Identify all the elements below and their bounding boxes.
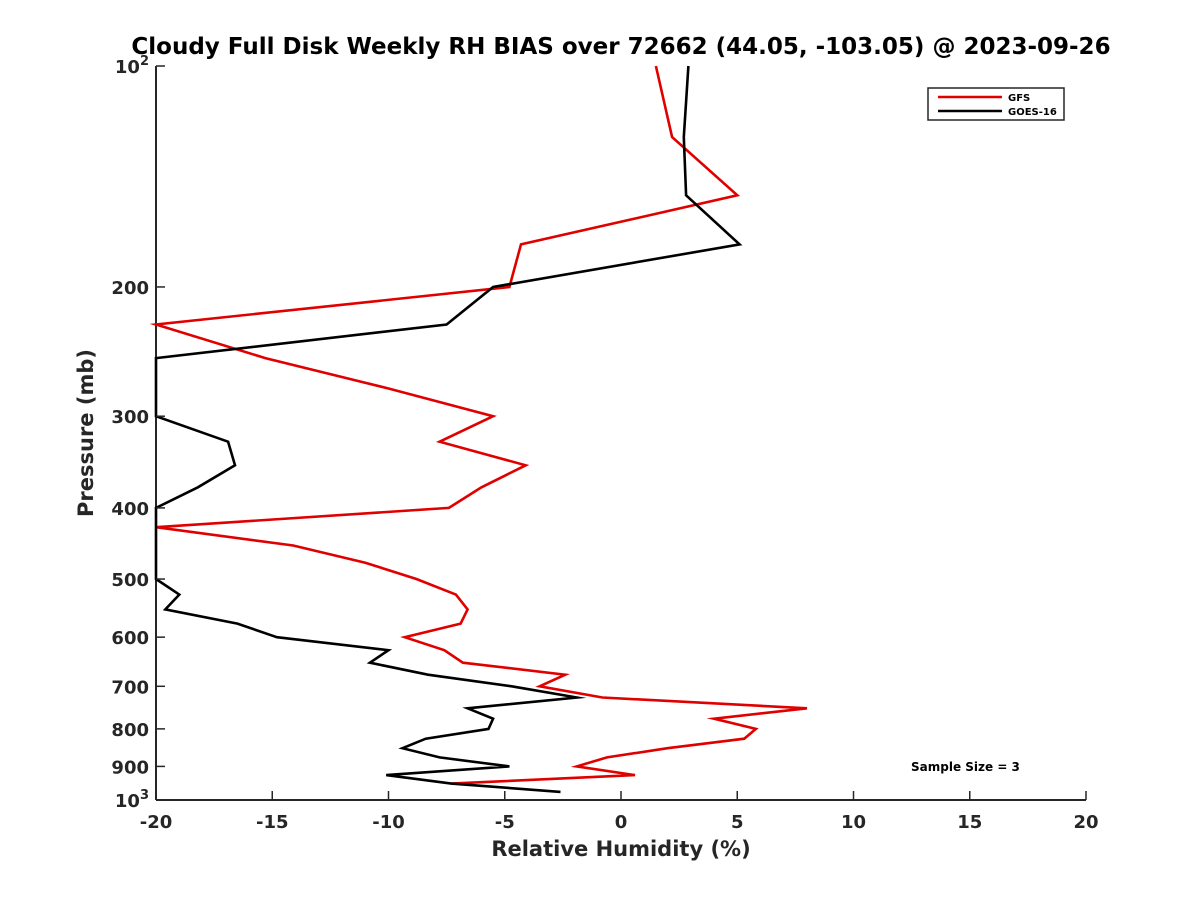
sample-size-annotation: Sample Size = 3 — [911, 760, 1020, 774]
y-tick-base: 10 — [115, 791, 140, 812]
legend-box — [927, 87, 1065, 121]
x-tick-label: 0 — [615, 812, 628, 833]
y-tick-label: 500 — [111, 570, 149, 591]
y-tick-label: 800 — [111, 720, 149, 741]
y-tick-label: 300 — [111, 407, 149, 428]
series-line-gfs — [149, 65, 808, 785]
legend-label-goes16: GOES-16 — [1008, 107, 1057, 118]
y-tick-label: 200 — [111, 278, 149, 299]
y-tick-exponent: 3 — [140, 788, 149, 803]
x-tick-label: 5 — [731, 812, 744, 833]
y-tick-label: 700 — [111, 677, 149, 698]
x-tick-label: 10 — [841, 812, 866, 833]
legend-label-gfs: GFS — [1008, 93, 1030, 104]
x-tick-label: -15 — [256, 812, 289, 833]
x-tick-label: 15 — [957, 812, 982, 833]
x-tick-label: 20 — [1073, 812, 1098, 833]
chart-title: Cloudy Full Disk Weekly RH BIAS over 726… — [131, 34, 1110, 60]
series-line-goes-16 — [154, 65, 743, 794]
y-axis-label: Pressure (mb) — [74, 349, 98, 517]
x-ticks: -20 -15 -10 -5 0 5 10 15 20 — [140, 791, 1099, 833]
y-tick-label: 900 — [111, 757, 149, 778]
x-tick-label: -10 — [372, 812, 405, 833]
y-tick-base: 10 — [115, 57, 140, 78]
x-tick-label: -20 — [140, 812, 173, 833]
x-axis-label: Relative Humidity (%) — [491, 837, 750, 861]
x-tick-label: -5 — [495, 812, 515, 833]
series-layer — [149, 65, 808, 794]
y-tick-label: 103 — [115, 788, 149, 812]
y-tick-label: 400 — [111, 499, 149, 520]
y-tick-label: 102 — [115, 54, 149, 78]
plot-area — [149, 65, 1086, 801]
legend: GFS GOES-16 — [927, 87, 1065, 121]
y-tick-exponent: 2 — [140, 54, 149, 69]
y-tick-label: 600 — [111, 628, 149, 649]
